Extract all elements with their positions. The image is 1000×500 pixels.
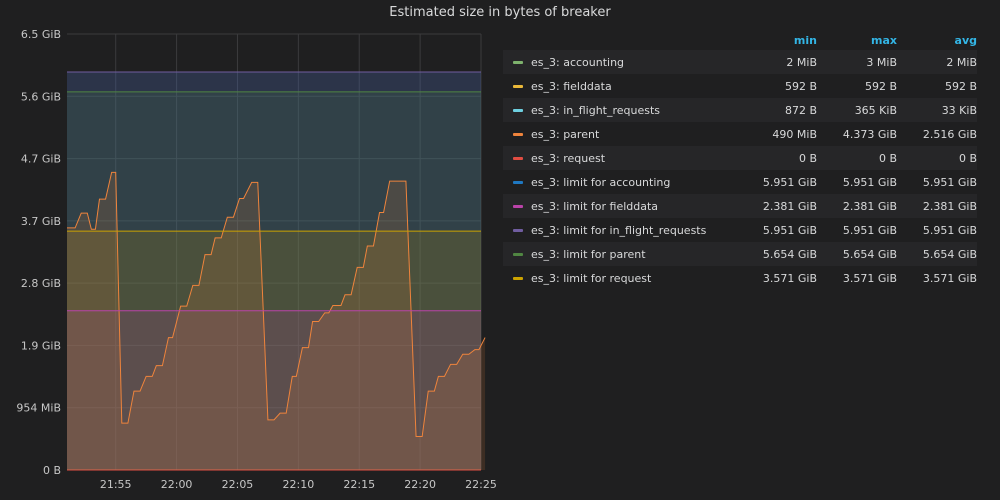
legend-min-value: 592 B	[784, 79, 817, 93]
legend-series-name[interactable]: es_3: limit for in_flight_requests	[531, 223, 707, 237]
legend-row[interactable]: es_3: parent 490 MiB 4.373 GiB 2.516 GiB	[503, 122, 977, 146]
x-tick-label: 22:05	[222, 478, 254, 491]
y-tick-label: 2.8 GiB	[21, 277, 61, 290]
legend-min-value: 5.951 GiB	[762, 223, 817, 237]
legend-avg-value: 5.951 GiB	[922, 175, 977, 189]
series-line	[67, 171, 486, 438]
series-color-swatch[interactable]	[513, 60, 523, 64]
series-area	[67, 310, 481, 470]
legend-avg-value: 2 MiB	[946, 55, 977, 69]
legend-table: min max avg es_3: accounting 2 MiB 3 MiB 2 …	[503, 30, 977, 290]
legend-row[interactable]: es_3: in_flight_requests 872 B 365 KiB 33 K…	[503, 98, 977, 122]
legend-avg-value: 5.654 GiB	[922, 247, 977, 261]
legend-max-value: 365 KiB	[854, 103, 897, 117]
legend-series-name[interactable]: es_3: accounting	[531, 55, 625, 69]
legend-max-value: 4.373 GiB	[842, 127, 897, 141]
y-tick-label: 5.6 GiB	[21, 90, 61, 103]
legend-header-min[interactable]: min	[793, 33, 817, 47]
legend-series-name[interactable]: es_3: limit for request	[531, 271, 652, 285]
legend-max-value: 3.571 GiB	[842, 271, 897, 285]
legend-series-name[interactable]: es_3: parent	[531, 127, 600, 141]
y-tick-label: 6.5 GiB	[21, 28, 61, 41]
legend-row[interactable]: es_3: limit for accounting 5.951 GiB 5.951…	[503, 170, 977, 194]
y-tick-label: 3.7 GiB	[21, 215, 61, 228]
series-color-swatch[interactable]	[513, 228, 523, 232]
series-color-swatch[interactable]	[513, 204, 523, 208]
legend-row[interactable]: es_3: request 0 B 0 B 0 B	[503, 146, 977, 170]
legend-avg-value: 5.951 GiB	[922, 223, 977, 237]
legend-row[interactable]: es_3: limit for request 3.571 GiB 3.571 Gi…	[503, 266, 977, 290]
legend-min-value: 0 B	[798, 151, 817, 165]
legend-max-value: 0 B	[878, 151, 897, 165]
legend-row[interactable]: es_3: limit for in_flight_requests 5.951 …	[503, 218, 977, 242]
x-tick-label: 21:55	[100, 478, 132, 491]
y-tick-label: 0 B	[43, 464, 61, 477]
y-tick-label: 4.7 GiB	[21, 153, 61, 166]
legend-series-name[interactable]: es_3: limit for parent	[531, 247, 646, 261]
legend-row[interactable]: es_3: limit for parent 5.654 GiB 5.654 GiB…	[503, 242, 977, 266]
legend-max-value: 5.654 GiB	[842, 247, 897, 261]
series-area	[67, 231, 481, 470]
legend-series-name[interactable]: es_3: limit for fielddata	[531, 199, 659, 213]
series-color-swatch[interactable]	[513, 132, 523, 136]
legend-max-value: 5.951 GiB	[842, 223, 897, 237]
legend-avg-value: 2.381 GiB	[922, 199, 977, 213]
y-tick-label: 1.9 GiB	[21, 339, 61, 352]
y-tick-label: 954 MiB	[16, 402, 61, 415]
legend-avg-value: 592 B	[944, 79, 977, 93]
legend-max-value: 3 MiB	[866, 55, 897, 69]
legend-max-value: 2.381 GiB	[842, 199, 897, 213]
legend-row[interactable]: es_3: fielddata 592 B 592 B 592 B	[503, 74, 977, 98]
legend-max-value: 592 B	[864, 79, 897, 93]
chart-plot: 0 B 954 MiB 1.9 GiB 2.8 GiB 3.7 GiB 4.7 GiB 5.…	[16, 28, 497, 491]
series-color-swatch[interactable]	[513, 180, 523, 184]
legend-series-name[interactable]: es_3: fielddata	[531, 79, 612, 93]
legend-max-value: 5.951 GiB	[842, 175, 897, 189]
legend-row[interactable]: es_3: accounting 2 MiB 3 MiB 2 MiB	[503, 50, 977, 74]
series-area	[67, 72, 481, 471]
series-color-swatch[interactable]	[513, 252, 523, 256]
series-color-swatch[interactable]	[513, 276, 523, 280]
series-area	[67, 91, 481, 470]
legend-min-value: 872 B	[784, 103, 817, 117]
legend-rows: es_3: accounting 2 MiB 3 MiB 2 MiB es_3: fie…	[503, 50, 977, 290]
x-tick-label: 22:15	[343, 478, 375, 491]
series-color-swatch[interactable]	[513, 108, 523, 112]
legend-avg-value: 2.516 GiB	[922, 127, 977, 141]
series-area	[67, 72, 481, 471]
legend-header-avg[interactable]: avg	[954, 33, 977, 47]
legend-avg-value: 0 B	[958, 151, 977, 165]
legend-avg-value: 33 KiB	[941, 103, 977, 117]
x-tick-label: 22:20	[404, 478, 436, 491]
legend-row[interactable]: es_3: limit for fielddata 2.381 GiB 2.381 …	[503, 194, 977, 218]
panel-title: Estimated size in bytes of breaker	[389, 5, 611, 20]
legend-series-name[interactable]: es_3: in_flight_requests	[531, 103, 661, 117]
legend-min-value: 5.951 GiB	[762, 175, 817, 189]
legend-min-value: 490 MiB	[772, 127, 817, 141]
legend-min-value: 2 MiB	[786, 55, 817, 69]
legend-header: min max avg	[503, 30, 977, 50]
series-area	[67, 172, 486, 470]
x-tick-label: 22:00	[161, 478, 193, 491]
legend-min-value: 5.654 GiB	[762, 247, 817, 261]
x-tick-label: 22:25	[465, 478, 497, 491]
legend-avg-value: 3.571 GiB	[922, 271, 977, 285]
series-color-swatch[interactable]	[513, 156, 523, 160]
x-tick-label: 22:10	[283, 478, 315, 491]
legend-header-max[interactable]: max	[871, 33, 897, 47]
legend-series-name[interactable]: es_3: request	[531, 151, 606, 165]
legend-series-name[interactable]: es_3: limit for accounting	[531, 175, 671, 189]
legend-min-value: 3.571 GiB	[762, 271, 817, 285]
series-color-swatch[interactable]	[513, 84, 523, 88]
legend-min-value: 2.381 GiB	[762, 199, 817, 213]
